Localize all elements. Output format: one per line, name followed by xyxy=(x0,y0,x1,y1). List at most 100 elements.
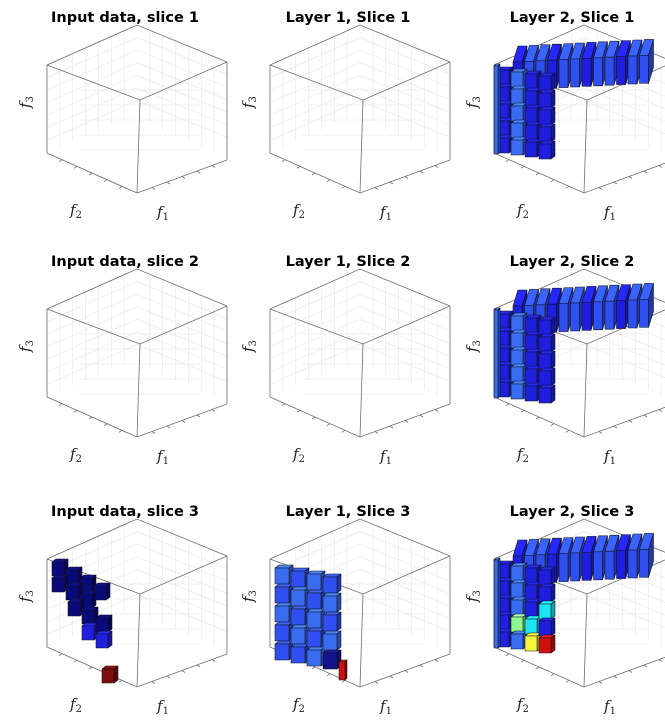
z-axis-label-symbol: f xyxy=(239,100,257,109)
x-axis-label-subscript: 1 xyxy=(610,212,616,223)
y-axis-label: f2 xyxy=(516,695,529,715)
layer1-voxel xyxy=(274,621,294,642)
layer1-voxel xyxy=(322,592,342,613)
data-voxel xyxy=(93,582,111,601)
front-voxel xyxy=(538,617,556,637)
x-axis-label-subscript: 1 xyxy=(610,456,616,467)
z-axis-label: f3 xyxy=(463,340,483,353)
panel-title: Layer 1, Slice 2 xyxy=(286,254,411,270)
z-axis-label: f3 xyxy=(16,96,36,109)
data-voxel xyxy=(51,558,69,577)
z-axis-label-symbol: f xyxy=(239,594,257,603)
front-voxel xyxy=(510,102,528,122)
front-voxel xyxy=(510,329,528,349)
front-voxel xyxy=(538,333,556,353)
y-axis-label: f2 xyxy=(69,201,82,221)
y-axis-label-subscript: 2 xyxy=(299,704,305,715)
z-axis-label: f3 xyxy=(463,590,483,603)
layer1-voxel xyxy=(274,602,294,623)
z-axis-label: f3 xyxy=(239,590,259,603)
front-voxel xyxy=(538,140,556,160)
data-voxel xyxy=(81,622,99,641)
front-voxel xyxy=(524,382,542,402)
x-axis-label: f1 xyxy=(156,697,169,717)
y-axis-label-subscript: 2 xyxy=(523,454,529,465)
layer1-voxel xyxy=(306,589,326,610)
front-voxel xyxy=(510,346,528,366)
layer1-voxel xyxy=(322,573,342,594)
panel-title: Layer 1, Slice 1 xyxy=(286,10,411,26)
front-voxel xyxy=(524,314,542,334)
z-axis-label-symbol: f xyxy=(16,100,34,109)
panel-grid xyxy=(46,274,228,396)
z-axis-label-subscript: 3 xyxy=(248,340,259,346)
y-axis-label: f2 xyxy=(292,695,305,715)
front-voxel xyxy=(510,579,528,599)
z-axis-label: f3 xyxy=(239,96,259,109)
layer1-voxel xyxy=(274,583,294,604)
panel-grid xyxy=(46,30,228,152)
z-axis-label-subscript: 3 xyxy=(472,590,483,596)
front-voxel xyxy=(524,564,542,584)
y-axis-label-subscript: 2 xyxy=(76,210,82,221)
data-voxel xyxy=(51,574,69,593)
front-voxel xyxy=(524,365,542,385)
y-axis-label: f2 xyxy=(516,445,529,465)
x-axis-label-symbol: f xyxy=(156,447,165,465)
y-axis-label-symbol: f xyxy=(516,445,525,463)
z-axis-label-symbol: f xyxy=(463,100,481,109)
panel-title: Input data, slice 2 xyxy=(51,254,199,270)
y-axis-label: f2 xyxy=(69,695,82,715)
z-axis-label-subscript: 3 xyxy=(25,590,36,596)
front-voxel xyxy=(510,136,528,156)
z-axis-label-symbol: f xyxy=(16,594,34,603)
front-voxel xyxy=(510,119,528,139)
x-axis-label-subscript: 1 xyxy=(386,456,392,467)
front-voxel xyxy=(510,630,528,650)
front-voxel xyxy=(538,384,556,404)
layer1-voxel xyxy=(306,608,326,629)
panel-title: Layer 1, Slice 3 xyxy=(286,504,411,520)
y-axis-label-symbol: f xyxy=(516,695,525,713)
front-voxel xyxy=(538,72,556,92)
axes-frame xyxy=(46,518,228,688)
x-axis-label-symbol: f xyxy=(379,447,388,465)
layer1-voxel xyxy=(322,611,342,632)
front-voxel xyxy=(538,350,556,370)
z-axis-label-subscript: 3 xyxy=(472,340,483,346)
front-voxel xyxy=(538,367,556,387)
y-axis-label-symbol: f xyxy=(516,201,525,219)
panel-grid xyxy=(269,30,451,152)
front-voxel xyxy=(524,331,542,351)
y-axis-label-symbol: f xyxy=(292,201,301,219)
layer1-voxel xyxy=(290,643,310,664)
y-axis-label-subscript: 2 xyxy=(523,704,529,715)
voxel-block xyxy=(493,39,654,160)
y-axis-label-symbol: f xyxy=(69,695,78,713)
x-axis-label-subscript: 1 xyxy=(163,212,169,223)
x-axis-label: f1 xyxy=(379,447,392,467)
x-axis-label-symbol: f xyxy=(379,697,388,715)
z-axis-label-symbol: f xyxy=(463,344,481,353)
x-axis-label: f1 xyxy=(603,203,616,223)
layer1-voxel-red xyxy=(338,659,348,681)
x-axis-label-subscript: 1 xyxy=(386,706,392,717)
front-voxel xyxy=(538,583,556,603)
front-voxel xyxy=(538,106,556,126)
x-axis-label: f1 xyxy=(603,447,616,467)
panel-title: Layer 2, Slice 2 xyxy=(510,254,635,270)
axes-frame xyxy=(269,268,451,438)
z-axis-label-subscript: 3 xyxy=(472,96,483,102)
axes-frame xyxy=(46,268,228,438)
z-axis-label-symbol: f xyxy=(463,594,481,603)
x-axis-label-symbol: f xyxy=(156,697,165,715)
z-axis-label: f3 xyxy=(463,96,483,109)
z-axis-label: f3 xyxy=(16,340,36,353)
data-voxel xyxy=(95,614,113,633)
voxel-block xyxy=(51,558,119,684)
voxel-block xyxy=(274,564,348,681)
